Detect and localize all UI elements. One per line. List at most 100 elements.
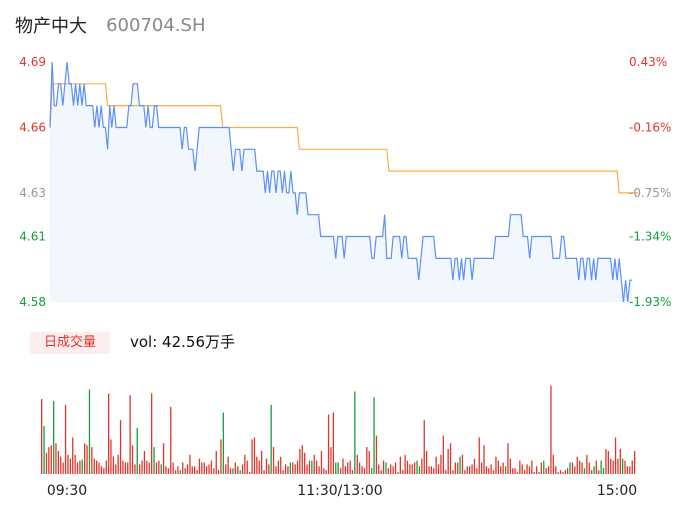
- volume-bar: [191, 466, 193, 474]
- volume-bar: [593, 466, 595, 474]
- volume-bar: [318, 466, 320, 474]
- volume-bar: [151, 393, 153, 474]
- volume-tab[interactable]: 日成交量: [30, 332, 110, 354]
- volume-bar: [614, 437, 617, 474]
- volume-bar: [478, 437, 480, 474]
- volume-bar: [452, 470, 454, 474]
- volume-bar: [394, 462, 397, 474]
- volume-bar: [136, 427, 138, 474]
- volume-bar: [320, 451, 323, 474]
- volume-bar: [607, 451, 609, 474]
- volume-bar: [591, 470, 593, 474]
- volume-bar: [442, 435, 444, 474]
- volume-bar: [426, 451, 428, 474]
- stock-header: 物产中大 600704.SH: [15, 12, 206, 40]
- volume-bar: [141, 460, 143, 474]
- volume-bar: [437, 464, 440, 474]
- volume-bar: [153, 447, 155, 474]
- volume-bar: [158, 460, 160, 474]
- volume-bar: [127, 462, 129, 474]
- volume-bar: [170, 406, 172, 474]
- volume-bar: [76, 462, 79, 474]
- volume-bar: [332, 412, 334, 474]
- volume-bar: [167, 468, 169, 474]
- volume-bar: [296, 460, 299, 474]
- volume-bar: [284, 464, 287, 474]
- volume-bar: [270, 404, 272, 474]
- pct-tick-label: 0.43%: [629, 55, 667, 69]
- volume-bar: [481, 462, 483, 474]
- volume-bar: [507, 443, 509, 474]
- volume-bar: [545, 468, 547, 474]
- volume-bar: [60, 456, 62, 474]
- volume-bar: [155, 462, 158, 474]
- volume-bar: [428, 466, 430, 474]
- volume-bar: [239, 470, 241, 474]
- volume-bar: [445, 470, 447, 474]
- volume-bar: [423, 420, 425, 474]
- volume-bar: [172, 462, 174, 474]
- volume-bar: [110, 439, 112, 474]
- volume-bar: [600, 460, 602, 474]
- volume-bar: [67, 454, 69, 474]
- volume-bar: [605, 449, 607, 474]
- volume-bar: [189, 454, 191, 474]
- volume-bar: [105, 460, 107, 474]
- volume-bar: [57, 451, 59, 474]
- volume-bar: [179, 470, 181, 474]
- time-axis: 09:30 11:30/13:00 15:00: [47, 483, 637, 499]
- volume-bar: [146, 460, 148, 474]
- volume-bar: [361, 466, 363, 474]
- volume-bar: [559, 470, 562, 474]
- volume-bar: [289, 462, 291, 474]
- pct-tick-label: -1.93%: [629, 295, 671, 309]
- volume-bar: [208, 464, 210, 474]
- price-area: [50, 62, 632, 302]
- volume-bar: [461, 454, 464, 474]
- volume-bar: [531, 460, 533, 474]
- volume-bar: [122, 460, 124, 474]
- volume-bar: [359, 462, 361, 474]
- volume-bar: [356, 454, 358, 474]
- volume-bar: [165, 466, 167, 474]
- volume-bar: [117, 454, 119, 474]
- volume-bar: [115, 464, 117, 474]
- volume-bar: [327, 414, 330, 474]
- volume-bar: [81, 459, 83, 474]
- volume-bar: [206, 466, 208, 474]
- volume-bar: [519, 460, 521, 474]
- volume-bar: [244, 454, 246, 474]
- volume-bar: [397, 472, 399, 474]
- volume-bar: [579, 460, 581, 474]
- volume-bar: [215, 451, 217, 474]
- volume-bar: [160, 464, 162, 474]
- pct-tick-label: -0.16%: [629, 120, 671, 134]
- volume-bar: [258, 460, 260, 474]
- volume-bar: [306, 464, 308, 474]
- volume-bar: [583, 468, 586, 474]
- volume-bar: [602, 468, 605, 474]
- volume-bar: [378, 464, 380, 474]
- volume-bar: [330, 447, 332, 474]
- volume-bar: [174, 470, 177, 474]
- volume-bar: [526, 464, 528, 474]
- volume-bar: [435, 456, 437, 474]
- volume-bar: [421, 458, 423, 474]
- volume-bar: [567, 468, 569, 474]
- volume-bar: [256, 456, 258, 474]
- volume-bar: [449, 443, 452, 474]
- volume-bar: [581, 462, 583, 474]
- volume-bar: [349, 460, 351, 474]
- volume-bar: [265, 458, 268, 474]
- volume-bar: [203, 462, 205, 474]
- volume-bar: [492, 470, 495, 474]
- volume-bar: [196, 470, 198, 474]
- volume-bar: [533, 472, 535, 474]
- volume-bar: [368, 451, 370, 474]
- volume-bar: [634, 451, 636, 474]
- volume-bar: [631, 460, 633, 474]
- volume-bar: [433, 468, 435, 474]
- volume-bar: [457, 462, 459, 474]
- volume-bar: [43, 426, 45, 474]
- volume-bar: [308, 460, 311, 474]
